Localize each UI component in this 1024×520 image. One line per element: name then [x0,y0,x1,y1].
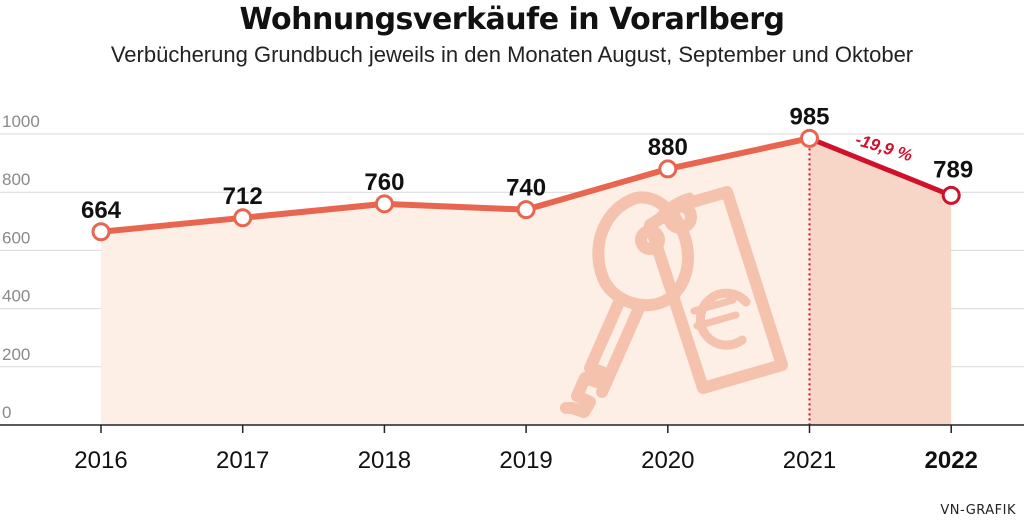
data-label: 985 [789,103,829,130]
y-tick-label: 800 [2,170,30,189]
data-point [233,208,253,228]
area-fill-highlight [809,138,952,426]
data-point [374,194,394,214]
x-tick-label: 2020 [641,447,694,474]
x-tick-label: 2022 [925,447,978,474]
data-point [91,222,111,242]
y-tick-label: 200 [2,345,30,364]
chart-title: Wohnungsverkäufe in Vorarlberg [239,2,785,37]
area-fill-main [101,138,810,426]
y-tick-label: 600 [2,228,30,247]
x-axis [0,138,1024,426]
x-tick-label: 2018 [358,447,411,474]
x-tick-label: 2016 [74,447,127,474]
data-point [516,200,536,220]
x-axis-ticks: 2016 2017 2018 2019 2020 2021 2022 [74,425,978,474]
y-axis-ticks: 0 200 400 600 800 1000 [2,112,40,422]
data-label: 664 [81,197,122,224]
data-point [941,185,961,205]
data-label: 789 [933,156,973,183]
data-point [658,159,678,179]
data-line [98,135,954,235]
chart-subtitle: Verbücherung Grundbuch jeweils in den Mo… [110,42,914,67]
y-tick-label: 400 [2,287,30,306]
x-tick-label: 2017 [216,447,269,474]
area-fill [101,138,952,426]
y-tick-label: 0 [2,403,11,422]
x-tick-label: 2021 [783,447,836,474]
key-price-tag-euro-icon [560,186,788,418]
credit-label: VN-GRAFIK [940,503,1016,518]
data-label: 740 [506,175,546,202]
data-label: 760 [364,169,404,196]
series-line [98,135,813,235]
y-tick-label: 1000 [2,112,40,131]
series-line-highlight [807,135,954,198]
x-tick-label: 2019 [499,447,552,474]
data-label: 712 [223,183,263,210]
data-point [800,128,819,148]
data-label: 880 [648,134,688,161]
data-points [91,128,961,242]
